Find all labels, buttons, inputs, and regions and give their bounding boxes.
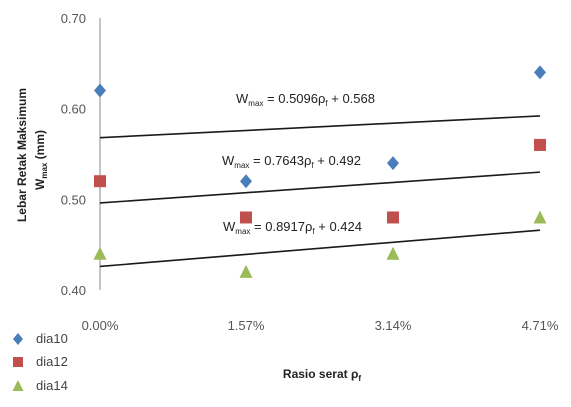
trendline-equations: Wmax = 0.5096ρf + 0.568 Wmax = 0.7643ρf +… <box>222 91 375 236</box>
trendline <box>99 115 541 139</box>
triangle-marker <box>93 246 107 260</box>
axes: 0.40 0.50 0.60 0.70 0.00% 1.57% 3.14% 4.71% <box>61 11 559 333</box>
square-marker <box>240 211 252 224</box>
data-points <box>93 65 547 278</box>
square-marker <box>387 211 399 224</box>
x-tick-label: 1.57% <box>228 318 265 333</box>
legend: dia10 dia12 dia14 <box>12 331 68 393</box>
legend-label: dia14 <box>36 378 68 393</box>
trendline <box>99 229 541 268</box>
trendline-equation: Wmax = 0.7643ρf + 0.492 <box>222 153 361 170</box>
diamond-marker <box>94 83 106 98</box>
diamond-marker <box>387 156 399 171</box>
trendline-equation: Wmax = 0.8917ρf + 0.424 <box>223 219 362 236</box>
triangle-marker <box>386 246 400 260</box>
square-marker <box>534 138 546 151</box>
y-tick-label: 0.60 <box>61 102 86 117</box>
y-axis-title-line2: Wmax (mm) <box>33 130 49 190</box>
y-tick-label: 0.70 <box>61 11 86 26</box>
axis-labels: Rasio serat ρf Lebar Retak Maksimum Wmax (… <box>15 88 361 383</box>
diamond-marker <box>534 65 546 80</box>
x-tick-label: 3.14% <box>375 318 412 333</box>
triangle-marker <box>239 264 253 278</box>
triangle-marker <box>533 210 547 224</box>
y-tick-label: 0.50 <box>61 192 86 207</box>
trendlines <box>99 115 541 268</box>
legend-label: dia12 <box>36 354 68 369</box>
y-tick-label: 0.40 <box>61 283 86 298</box>
legend-label: dia10 <box>36 331 68 346</box>
y-axis-title-line1: Lebar Retak Maksimum <box>15 88 29 222</box>
x-tick-label: 4.71% <box>522 318 559 333</box>
legend-square-icon <box>13 357 23 367</box>
legend-diamond-icon <box>13 333 23 345</box>
square-marker <box>94 175 106 188</box>
x-axis-title: Rasio serat ρf <box>283 367 361 383</box>
legend-triangle-icon <box>12 380 24 391</box>
trendline <box>99 171 541 204</box>
trendline-equation: Wmax = 0.5096ρf + 0.568 <box>236 91 375 108</box>
diamond-marker <box>240 174 252 189</box>
x-tick-label: 0.00% <box>82 318 119 333</box>
